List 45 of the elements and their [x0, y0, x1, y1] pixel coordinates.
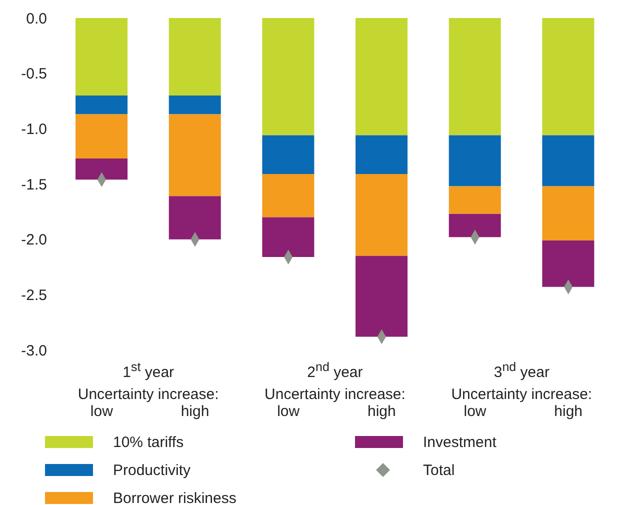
legend-label: Borrower riskiness — [113, 490, 236, 505]
bar — [356, 18, 408, 136]
bar — [448, 214, 501, 238]
bar — [76, 158, 128, 180]
x-tick-label: low — [464, 403, 486, 420]
y-tick-label: -2.5 — [21, 286, 47, 304]
y-tick-label: -3.0 — [21, 342, 47, 360]
bar — [262, 18, 314, 136]
bar — [76, 114, 128, 159]
text: 2$^{nd}$ year Uncertainty increase: — [264, 359, 406, 405]
bar — [448, 186, 501, 214]
y-tick-label: -0.5 — [21, 66, 47, 83]
y-tick-label: -1.5 — [21, 176, 47, 194]
x-tick-label: high — [554, 403, 583, 420]
bar — [76, 95, 128, 114]
bar — [542, 186, 594, 240]
bar — [448, 135, 501, 186]
y-tick-label: -1.0 — [21, 120, 47, 138]
bar — [262, 135, 314, 174]
bar — [168, 114, 221, 196]
bar — [168, 95, 221, 114]
legend-label: Investment — [423, 434, 496, 450]
bar — [448, 18, 501, 136]
bar — [262, 217, 314, 258]
legend-label: Productivity — [113, 462, 191, 478]
legend-label: 10% tariffs — [113, 434, 184, 450]
bar — [168, 196, 221, 240]
bar — [262, 174, 314, 218]
bar — [76, 18, 128, 96]
text: 1$^{st}$ year Uncertainty increase: — [76, 359, 220, 405]
x-tick-label: low — [90, 403, 114, 420]
text: 3$^{nd}$ year Uncertainty increase: — [450, 359, 594, 405]
bar — [356, 135, 408, 174]
y-tick-label: -2.0 — [21, 232, 47, 249]
bar — [356, 174, 408, 256]
x-tick-label: high — [180, 403, 210, 420]
bar — [168, 18, 221, 96]
bar — [542, 18, 594, 136]
bar — [356, 256, 408, 337]
x-tick-label: low — [277, 403, 300, 420]
legend-label: Total — [423, 462, 455, 478]
x-tick-label: high — [367, 403, 396, 420]
y-tick-label: 0.0 — [26, 10, 47, 28]
bar — [542, 240, 594, 287]
bar — [542, 135, 594, 186]
